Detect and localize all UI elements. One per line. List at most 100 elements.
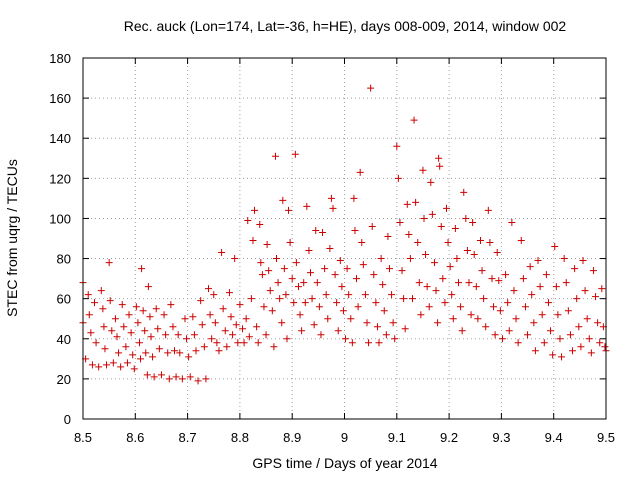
data-point (123, 359, 131, 367)
data-point (361, 291, 369, 299)
data-point (585, 335, 593, 343)
data-point (88, 361, 96, 369)
data-point (300, 279, 308, 287)
data-point (215, 347, 223, 355)
data-point (547, 327, 555, 335)
data-point (270, 343, 278, 351)
data-point (435, 154, 443, 162)
data-point (208, 335, 216, 343)
data-point (251, 206, 259, 214)
data-point (240, 339, 248, 347)
data-point (457, 303, 465, 311)
data-point (143, 371, 151, 379)
data-point (141, 327, 149, 335)
data-point (146, 313, 154, 321)
data-point (425, 303, 433, 311)
data-point (589, 267, 597, 275)
data-point (436, 162, 444, 170)
y-tick-label: 120 (49, 171, 71, 186)
data-point (391, 335, 399, 343)
data-point (313, 279, 321, 287)
data-point (410, 116, 418, 124)
data-point (463, 247, 471, 255)
data-point (393, 142, 401, 150)
data-point (286, 239, 294, 247)
data-point (470, 251, 478, 259)
data-point (455, 279, 463, 287)
data-point (400, 295, 408, 303)
data-point (169, 323, 177, 331)
data-point (189, 313, 197, 321)
data-point (385, 265, 393, 273)
data-point (375, 339, 383, 347)
data-point (488, 275, 496, 283)
data-point (512, 315, 520, 323)
data-point (544, 299, 552, 307)
data-point (225, 289, 233, 297)
data-point (219, 305, 227, 313)
data-point (150, 373, 158, 381)
data-point (449, 315, 457, 323)
data-point (200, 343, 208, 351)
data-point (198, 321, 206, 329)
data-point (422, 251, 430, 259)
data-point (540, 339, 548, 347)
data-point (197, 297, 205, 305)
y-tick-label: 80 (57, 252, 71, 267)
data-point (398, 267, 406, 275)
data-point (127, 329, 135, 337)
data-point (211, 319, 219, 327)
data-point (394, 174, 402, 182)
data-point (271, 152, 279, 160)
data-point (122, 343, 130, 351)
data-point (474, 315, 482, 323)
y-tick-label: 100 (49, 211, 71, 226)
data-point (172, 373, 180, 381)
data-point (254, 339, 262, 347)
y-tick-label: 140 (49, 131, 71, 146)
data-point (472, 283, 480, 291)
data-point (257, 259, 265, 267)
data-point (405, 230, 413, 238)
data-point (351, 226, 359, 234)
data-point (221, 327, 229, 335)
data-point (331, 271, 339, 279)
data-point (486, 239, 494, 247)
data-point (265, 267, 273, 275)
data-point (498, 335, 506, 343)
data-point (95, 363, 103, 371)
data-point (185, 353, 193, 361)
data-point (183, 335, 191, 343)
chart-title: Rec. auck (Lon=174, Lat=-36, h=HE), days… (124, 18, 567, 34)
x-tick-label: 9 (341, 430, 348, 445)
data-point (288, 275, 296, 283)
data-point (491, 331, 499, 339)
data-point (372, 299, 380, 307)
data-point (467, 311, 475, 319)
data-point (155, 345, 163, 353)
data-point (190, 331, 198, 339)
data-point (91, 299, 99, 307)
data-point (482, 323, 490, 331)
data-point (206, 311, 214, 319)
data-point (368, 222, 376, 230)
data-point (484, 206, 492, 214)
data-point (353, 275, 361, 283)
data-point (223, 343, 231, 351)
data-point (278, 319, 286, 327)
data-point (229, 331, 237, 339)
data-point (280, 265, 288, 273)
data-point (367, 84, 375, 92)
data-point (354, 303, 362, 311)
x-tick-label: 8.5 (74, 430, 92, 445)
data-point (415, 279, 423, 287)
y-axis-title: STEC from uqrg / TECUs (4, 159, 20, 317)
x-tick-label: 9.3 (492, 430, 510, 445)
data-point (194, 377, 202, 385)
data-point (144, 283, 152, 291)
data-point (324, 315, 332, 323)
data-point (276, 295, 284, 303)
data-point (458, 327, 466, 335)
data-point (528, 291, 536, 299)
